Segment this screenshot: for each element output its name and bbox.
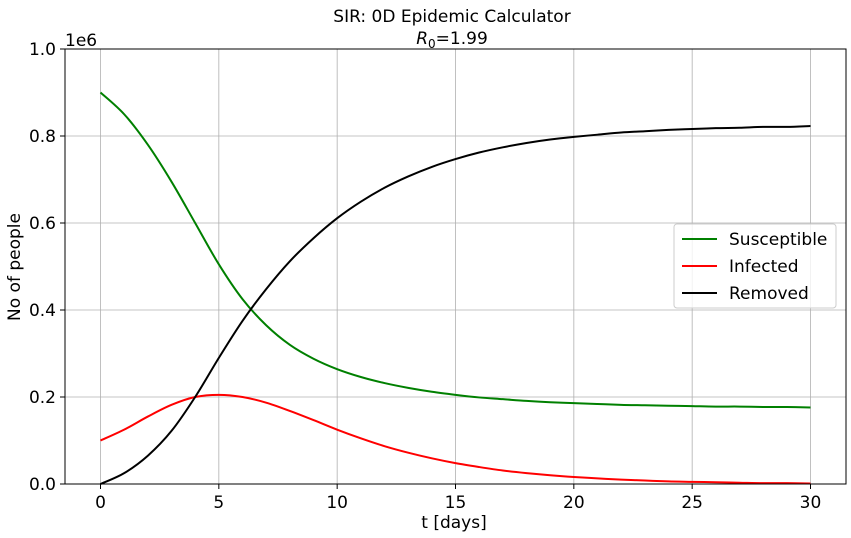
x-tick-label: 15: [445, 493, 467, 513]
legend-box: [673, 223, 837, 309]
y-tick-label: 0.2: [29, 388, 56, 408]
series-line-infected: [100, 393, 811, 485]
x-tick-label: 10: [326, 493, 348, 513]
x-tick-label: 20: [563, 493, 585, 513]
x-tick-label: 25: [681, 493, 703, 513]
series-line-susceptible: [99, 91, 811, 409]
legend-label-infected: Infected: [729, 257, 799, 277]
series-line-removed: [100, 125, 811, 485]
x-tick-label: 5: [213, 493, 224, 513]
y-offset-label: 1e6: [65, 31, 97, 51]
y-tick-label: 0.6: [29, 214, 56, 234]
y-tick-label: 0.4: [29, 301, 56, 321]
x-tick-label: 0: [95, 493, 106, 513]
legend-label-removed: Removed: [729, 284, 809, 304]
chart-subtitle: R0=1.99: [416, 29, 488, 51]
y-tick-label: 1.0: [29, 40, 56, 60]
chart-title: SIR: 0D Epidemic Calculator: [333, 7, 570, 27]
y-axis-ticks: 0.0 0.2 0.4 0.6 0.8 1.0: [29, 40, 65, 495]
x-axis-label: t [days]: [421, 513, 486, 533]
y-tick-label: 0.8: [29, 127, 56, 147]
series-lines: [99, 91, 811, 485]
subtitle-subscript: 0: [428, 37, 436, 51]
y-tick-label: 0.0: [29, 475, 56, 495]
legend-label-susceptible: Susceptible: [729, 230, 827, 250]
x-tick-label: 30: [800, 493, 822, 513]
x-axis-ticks: 0 5 10 15 20 25 30: [95, 484, 821, 513]
legend: Susceptible Infected Removed: [673, 223, 837, 309]
y-axis-label: No of people: [5, 213, 25, 321]
subtitle-value: =1.99: [436, 29, 488, 49]
subtitle-symbol: R: [416, 29, 428, 49]
